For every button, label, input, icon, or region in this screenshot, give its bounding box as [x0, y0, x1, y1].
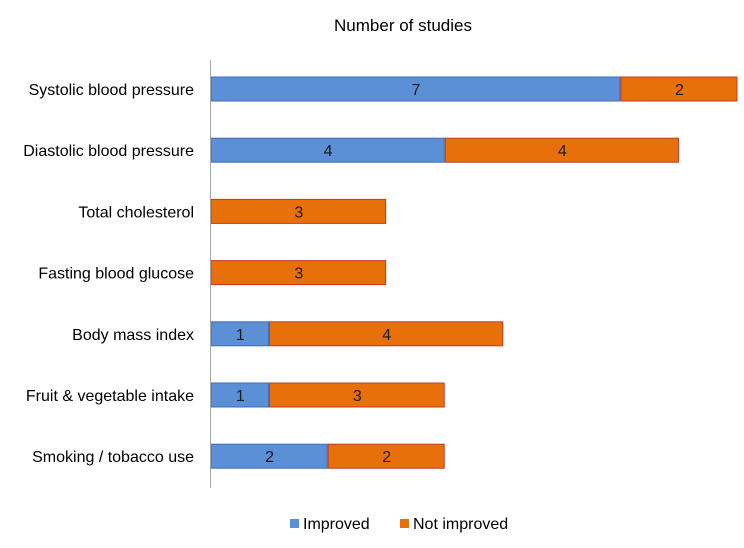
bar-improved-smoking-tobacco-use	[210, 443, 328, 469]
data-label-improved-systolic-blood-pressure: 7	[411, 82, 420, 99]
category-label-total-cholesterol: Total cholesterol	[78, 204, 194, 221]
chart-title: Number of studies	[334, 16, 472, 35]
data-label-improved-diastolic-blood-pressure: 4	[324, 143, 333, 160]
data-label-not-improved-systolic-blood-pressure: 2	[675, 82, 684, 99]
data-label-not-improved-diastolic-blood-pressure: 4	[558, 143, 567, 160]
bar-not-improved-body-mass-index	[269, 321, 504, 347]
category-label-diastolic-blood-pressure: Diastolic blood pressure	[23, 143, 194, 160]
bar-improved-systolic-blood-pressure	[210, 76, 621, 102]
category-label-body-mass-index: Body mass index	[72, 327, 194, 344]
bar-not-improved-fruit-vegetable-intake	[269, 382, 445, 408]
legend-swatch-not-improved	[400, 519, 409, 528]
category-label-fruit-vegetable-intake: Fruit & vegetable intake	[26, 388, 194, 405]
bar-not-improved-systolic-blood-pressure	[620, 76, 738, 102]
legend-label-not-improved: Not improved	[413, 516, 508, 533]
data-label-not-improved-fasting-blood-glucose: 3	[294, 266, 303, 283]
data-label-improved-smoking-tobacco-use: 2	[265, 449, 274, 466]
legend: Improved Not improved	[290, 516, 508, 533]
data-label-not-improved-total-cholesterol: 3	[294, 204, 303, 221]
bars: 7 2 4 4 3 3 1 4 1 3 2 2	[210, 76, 738, 469]
legend-label-improved: Improved	[303, 516, 370, 533]
data-label-improved-body-mass-index: 1	[236, 327, 245, 344]
bar-not-improved-total-cholesterol	[210, 198, 387, 224]
category-labels: Systolic blood pressure Diastolic blood p…	[23, 82, 194, 466]
category-label-smoking-tobacco-use: Smoking / tobacco use	[32, 449, 194, 466]
data-label-not-improved-fruit-vegetable-intake: 3	[353, 388, 362, 405]
category-label-systolic-blood-pressure: Systolic blood pressure	[29, 82, 195, 99]
data-label-improved-fruit-vegetable-intake: 1	[236, 388, 245, 405]
data-label-not-improved-body-mass-index: 4	[382, 327, 391, 344]
legend-swatch-improved	[290, 519, 299, 528]
bar-not-improved-diastolic-blood-pressure	[444, 137, 679, 163]
bar-improved-diastolic-blood-pressure	[210, 137, 445, 163]
data-label-not-improved-smoking-tobacco-use: 2	[382, 449, 391, 466]
category-label-fasting-blood-glucose: Fasting blood glucose	[38, 266, 194, 283]
bar-not-improved-smoking-tobacco-use	[327, 443, 445, 469]
bar-improved-body-mass-index	[210, 321, 270, 347]
